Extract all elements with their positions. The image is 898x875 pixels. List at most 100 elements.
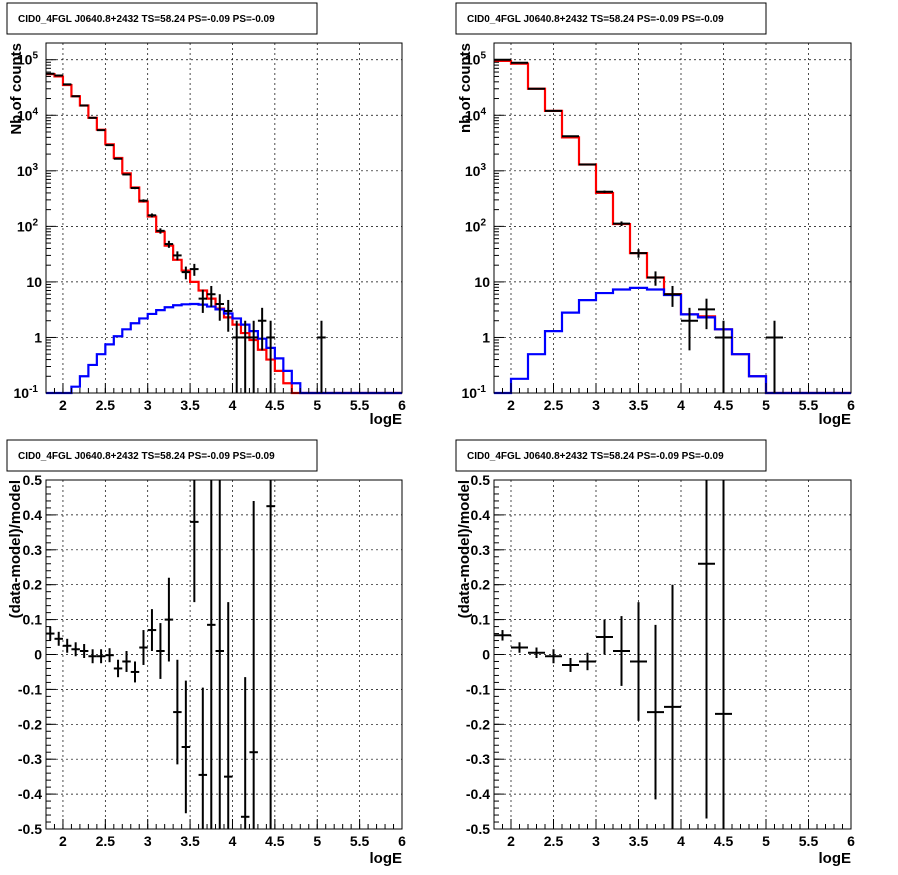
tick-labels: 2 2.5 3 3.5 4 4.5 5 5.5 6 -0.5 -0.4 -0.3 -0.2 -0.1 0 0.… <box>18 472 406 849</box>
grid <box>46 43 403 394</box>
tick-marks <box>494 59 852 394</box>
x-tick-label: 6 <box>847 397 855 413</box>
y-tick-label: -0.1 <box>466 681 490 697</box>
residual-panel-right: CID0_4FGL J0640.8+2432 TS=58.24 PS=-0.09… <box>455 439 855 867</box>
x-tick-label: 6 <box>398 397 406 413</box>
x-tick-label: 6 <box>398 833 406 849</box>
panel-title: CID0_4FGL J0640.8+2432 TS=58.24 PS=-0.09… <box>18 14 275 25</box>
x-tick-label: 2 <box>59 833 67 849</box>
counts-panel-right: CID0_4FGL J0640.8+2432 TS=58.24 PS=-0.09… <box>455 2 856 428</box>
x-tick-label: 4.5 <box>265 833 285 849</box>
x-tick-label: 2.5 <box>544 833 564 849</box>
plot-area <box>46 72 402 395</box>
x-tick-label: 4 <box>229 833 237 849</box>
total-model-histogram <box>46 73 402 395</box>
x-tick-label: 2.5 <box>96 833 116 849</box>
tick-labels: 2 2.5 3 3.5 4 4.5 5 5.5 6 -0.5 -0.4 -0.3 -0.2 -0.1 0 0.… <box>466 472 855 849</box>
x-tick-label: 2.5 <box>96 397 116 413</box>
y-tick-label: 0.5 <box>471 472 491 488</box>
tick-marks <box>46 479 403 830</box>
y-tick-label: -0.3 <box>466 751 490 767</box>
plot-area <box>46 480 275 829</box>
x-tick-label: 4 <box>229 397 237 413</box>
y-axis-title: (data-model)/model <box>456 480 473 618</box>
y-tick-label: 0 <box>34 647 42 663</box>
y-tick-label: 103 <box>465 162 487 179</box>
x-tick-label: 2 <box>59 397 67 413</box>
x-tick-label: 3.5 <box>629 833 649 849</box>
x-tick-label: 3 <box>144 397 152 413</box>
x-tick-label: 3.5 <box>180 833 200 849</box>
y-tick-label: 0 <box>482 647 490 663</box>
y-tick-label: -0.1 <box>18 681 42 697</box>
grid <box>494 43 852 394</box>
counts-panel-left: CID0_4FGL J0640.8+2432 TS=58.24 PS=-0.09… <box>6 2 407 428</box>
x-tick-label: 2 <box>507 833 515 849</box>
x-axis-title: logE <box>819 850 852 867</box>
title-box <box>6 2 318 35</box>
x-tick-label: 4 <box>677 833 685 849</box>
plot-area <box>494 58 851 395</box>
axes-frame <box>45 42 403 394</box>
x-tick-label: 3.5 <box>629 397 649 413</box>
title-box <box>455 2 767 35</box>
y-tick-label: -0.3 <box>18 751 42 767</box>
y-tick-label: 1 <box>482 329 490 345</box>
y-tick-label: 10-1 <box>462 384 487 401</box>
y-tick-label: -0.2 <box>466 716 490 732</box>
y-tick-label: 0.2 <box>471 577 491 593</box>
x-tick-label: 5 <box>762 833 770 849</box>
x-tick-label: 4 <box>677 397 685 413</box>
title-box <box>455 439 767 472</box>
title-box <box>6 439 318 472</box>
y-tick-label: 103 <box>17 162 39 179</box>
source-model-histogram <box>494 286 851 395</box>
x-tick-label: 5 <box>313 833 321 849</box>
y-tick-label: 0.3 <box>23 542 43 558</box>
x-axis-title: logE <box>370 411 403 428</box>
x-tick-label: 5.5 <box>799 397 819 413</box>
x-tick-label: 4.5 <box>714 397 734 413</box>
panel-title: CID0_4FGL J0640.8+2432 TS=58.24 PS=-0.09… <box>467 451 724 462</box>
residual-panel-left: CID0_4FGL J0640.8+2432 TS=58.24 PS=-0.09… <box>6 439 406 867</box>
axes-frame <box>493 42 852 394</box>
y-tick-label: 102 <box>465 217 487 234</box>
y-tick-label: 10 <box>474 274 490 290</box>
x-tick-label: 5.5 <box>350 397 370 413</box>
y-tick-label: -0.2 <box>18 716 42 732</box>
y-tick-label: 0.1 <box>23 612 43 628</box>
tick-marks <box>46 59 403 394</box>
y-tick-label: 0.5 <box>23 472 43 488</box>
x-tick-label: 3 <box>144 833 152 849</box>
y-tick-label: 0.4 <box>471 507 491 523</box>
y-tick-label: -0.4 <box>18 786 42 802</box>
panel-title: CID0_4FGL J0640.8+2432 TS=58.24 PS=-0.09… <box>18 451 275 462</box>
x-axis-title: logE <box>819 411 852 428</box>
x-tick-label: 3 <box>592 833 600 849</box>
y-axis-title: Nb of counts <box>8 43 25 135</box>
panel-title: CID0_4FGL J0640.8+2432 TS=58.24 PS=-0.09… <box>467 14 724 25</box>
y-tick-label: 1 <box>34 329 42 345</box>
x-tick-label: 3 <box>592 397 600 413</box>
x-tick-label: 6 <box>847 833 855 849</box>
x-tick-label: 4.5 <box>265 397 285 413</box>
y-tick-label: 0.4 <box>23 507 43 523</box>
x-axis-title: logE <box>370 850 403 867</box>
y-tick-label: 102 <box>17 217 39 234</box>
x-tick-label: 5.5 <box>350 833 370 849</box>
y-tick-label: -0.5 <box>466 821 490 837</box>
y-axis-title: (data-model)/model <box>7 480 24 618</box>
y-tick-label: 10 <box>26 274 42 290</box>
y-tick-label: -0.5 <box>18 821 42 837</box>
x-tick-label: 2 <box>507 397 515 413</box>
x-tick-label: 5.5 <box>799 833 819 849</box>
y-tick-label: -0.4 <box>466 786 490 802</box>
y-tick-label: 0.2 <box>23 577 43 593</box>
x-tick-label: 4.5 <box>714 833 734 849</box>
x-tick-label: 3.5 <box>180 397 200 413</box>
plot-area <box>494 480 732 829</box>
x-tick-label: 2.5 <box>544 397 564 413</box>
